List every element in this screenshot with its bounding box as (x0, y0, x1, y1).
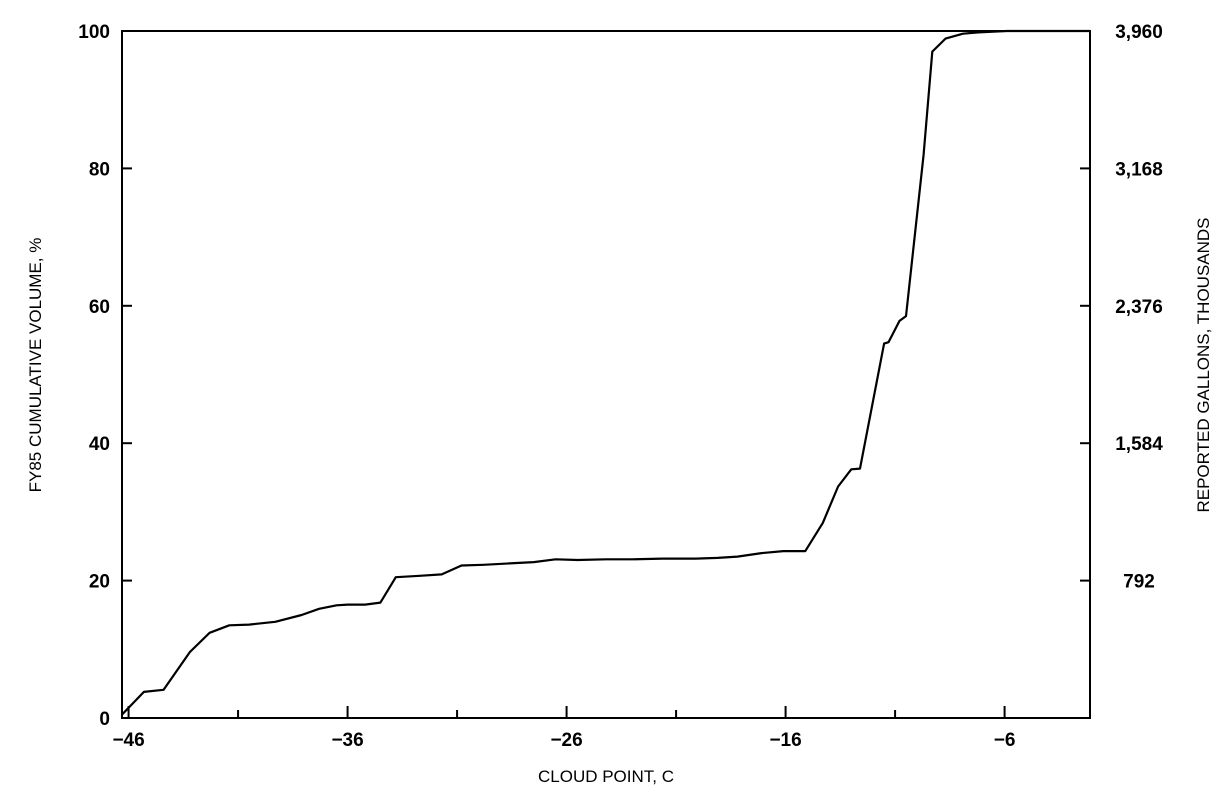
x-tick-label: −16 (769, 730, 801, 751)
y2-tick-label: 1,584 (1115, 434, 1163, 455)
y-tick-label: 40 (89, 434, 110, 455)
y2-tick-label: 3,168 (1115, 159, 1163, 180)
x-tick-label: −46 (112, 730, 144, 751)
y-tick-label: 100 (78, 22, 110, 43)
y2-tick-label: 3,960 (1115, 22, 1163, 43)
y2-axis-title: REPORTED GALLONS, THOUSANDS (1194, 217, 1213, 512)
series-layer (121, 29, 1090, 716)
x-tick-label: −6 (994, 730, 1016, 751)
axes (121, 30, 1091, 719)
y-tick-label: 80 (89, 159, 110, 180)
x-tick-label: −36 (331, 730, 363, 751)
x-tick-label: −26 (550, 730, 582, 751)
y-tick-label: 20 (89, 572, 110, 593)
ticks (122, 30, 1090, 719)
series-line (121, 29, 1090, 716)
y-tick-label: 0 (99, 709, 110, 730)
y-tick-label: 60 (89, 297, 110, 318)
y2-tick-label: 792 (1123, 572, 1155, 593)
y-axis-title: FY85 CUMULATIVE VOLUME, % (26, 238, 45, 493)
plot-frame (121, 30, 1091, 719)
x-axis-title: CLOUD POINT, C (538, 767, 674, 786)
tick-labels: −46 −36 −26 −16 −6 0 20 40 60 80 100 792 1,584 2,376 3… (78, 22, 1163, 751)
y2-tick-label: 2,376 (1115, 297, 1163, 318)
